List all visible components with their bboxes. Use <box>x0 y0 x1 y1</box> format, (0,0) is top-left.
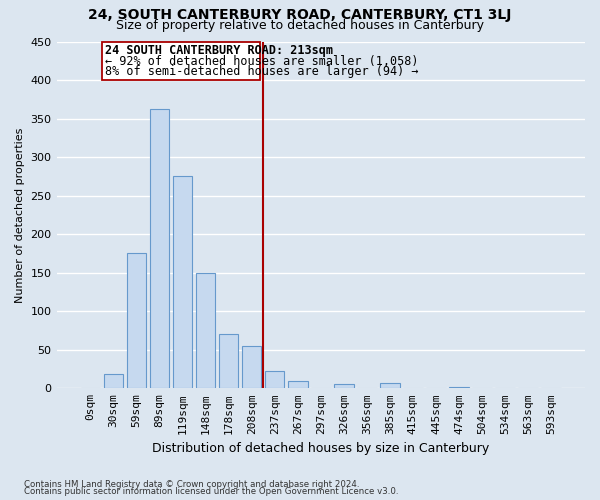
Bar <box>242 346 262 389</box>
Text: Size of property relative to detached houses in Canterbury: Size of property relative to detached ho… <box>116 19 484 32</box>
Bar <box>173 176 193 388</box>
Y-axis label: Number of detached properties: Number of detached properties <box>15 127 25 302</box>
Bar <box>196 272 215 388</box>
Bar <box>219 334 238 388</box>
Bar <box>449 387 469 388</box>
Text: ← 92% of detached houses are smaller (1,058): ← 92% of detached houses are smaller (1,… <box>105 54 419 68</box>
Text: 24, SOUTH CANTERBURY ROAD, CANTERBURY, CT1 3LJ: 24, SOUTH CANTERBURY ROAD, CANTERBURY, C… <box>88 8 512 22</box>
Bar <box>104 374 123 388</box>
Bar <box>149 110 169 388</box>
FancyBboxPatch shape <box>103 42 260 80</box>
Text: 8% of semi-detached houses are larger (94) →: 8% of semi-detached houses are larger (9… <box>105 66 419 78</box>
X-axis label: Distribution of detached houses by size in Canterbury: Distribution of detached houses by size … <box>152 442 490 455</box>
Text: Contains public sector information licensed under the Open Government Licence v3: Contains public sector information licen… <box>24 488 398 496</box>
Bar <box>127 254 146 388</box>
Text: Contains HM Land Registry data © Crown copyright and database right 2024.: Contains HM Land Registry data © Crown c… <box>24 480 359 489</box>
Bar <box>265 370 284 388</box>
Bar <box>380 383 400 388</box>
Bar <box>288 380 308 388</box>
Bar <box>334 384 353 388</box>
Text: 24 SOUTH CANTERBURY ROAD: 213sqm: 24 SOUTH CANTERBURY ROAD: 213sqm <box>105 44 333 57</box>
